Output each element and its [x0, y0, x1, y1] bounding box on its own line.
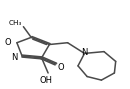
Text: O: O [58, 63, 64, 72]
Text: OH: OH [39, 76, 52, 85]
Text: N: N [81, 48, 87, 57]
Text: O: O [5, 38, 11, 47]
Text: CH₃: CH₃ [9, 20, 22, 26]
Text: N: N [11, 53, 18, 62]
